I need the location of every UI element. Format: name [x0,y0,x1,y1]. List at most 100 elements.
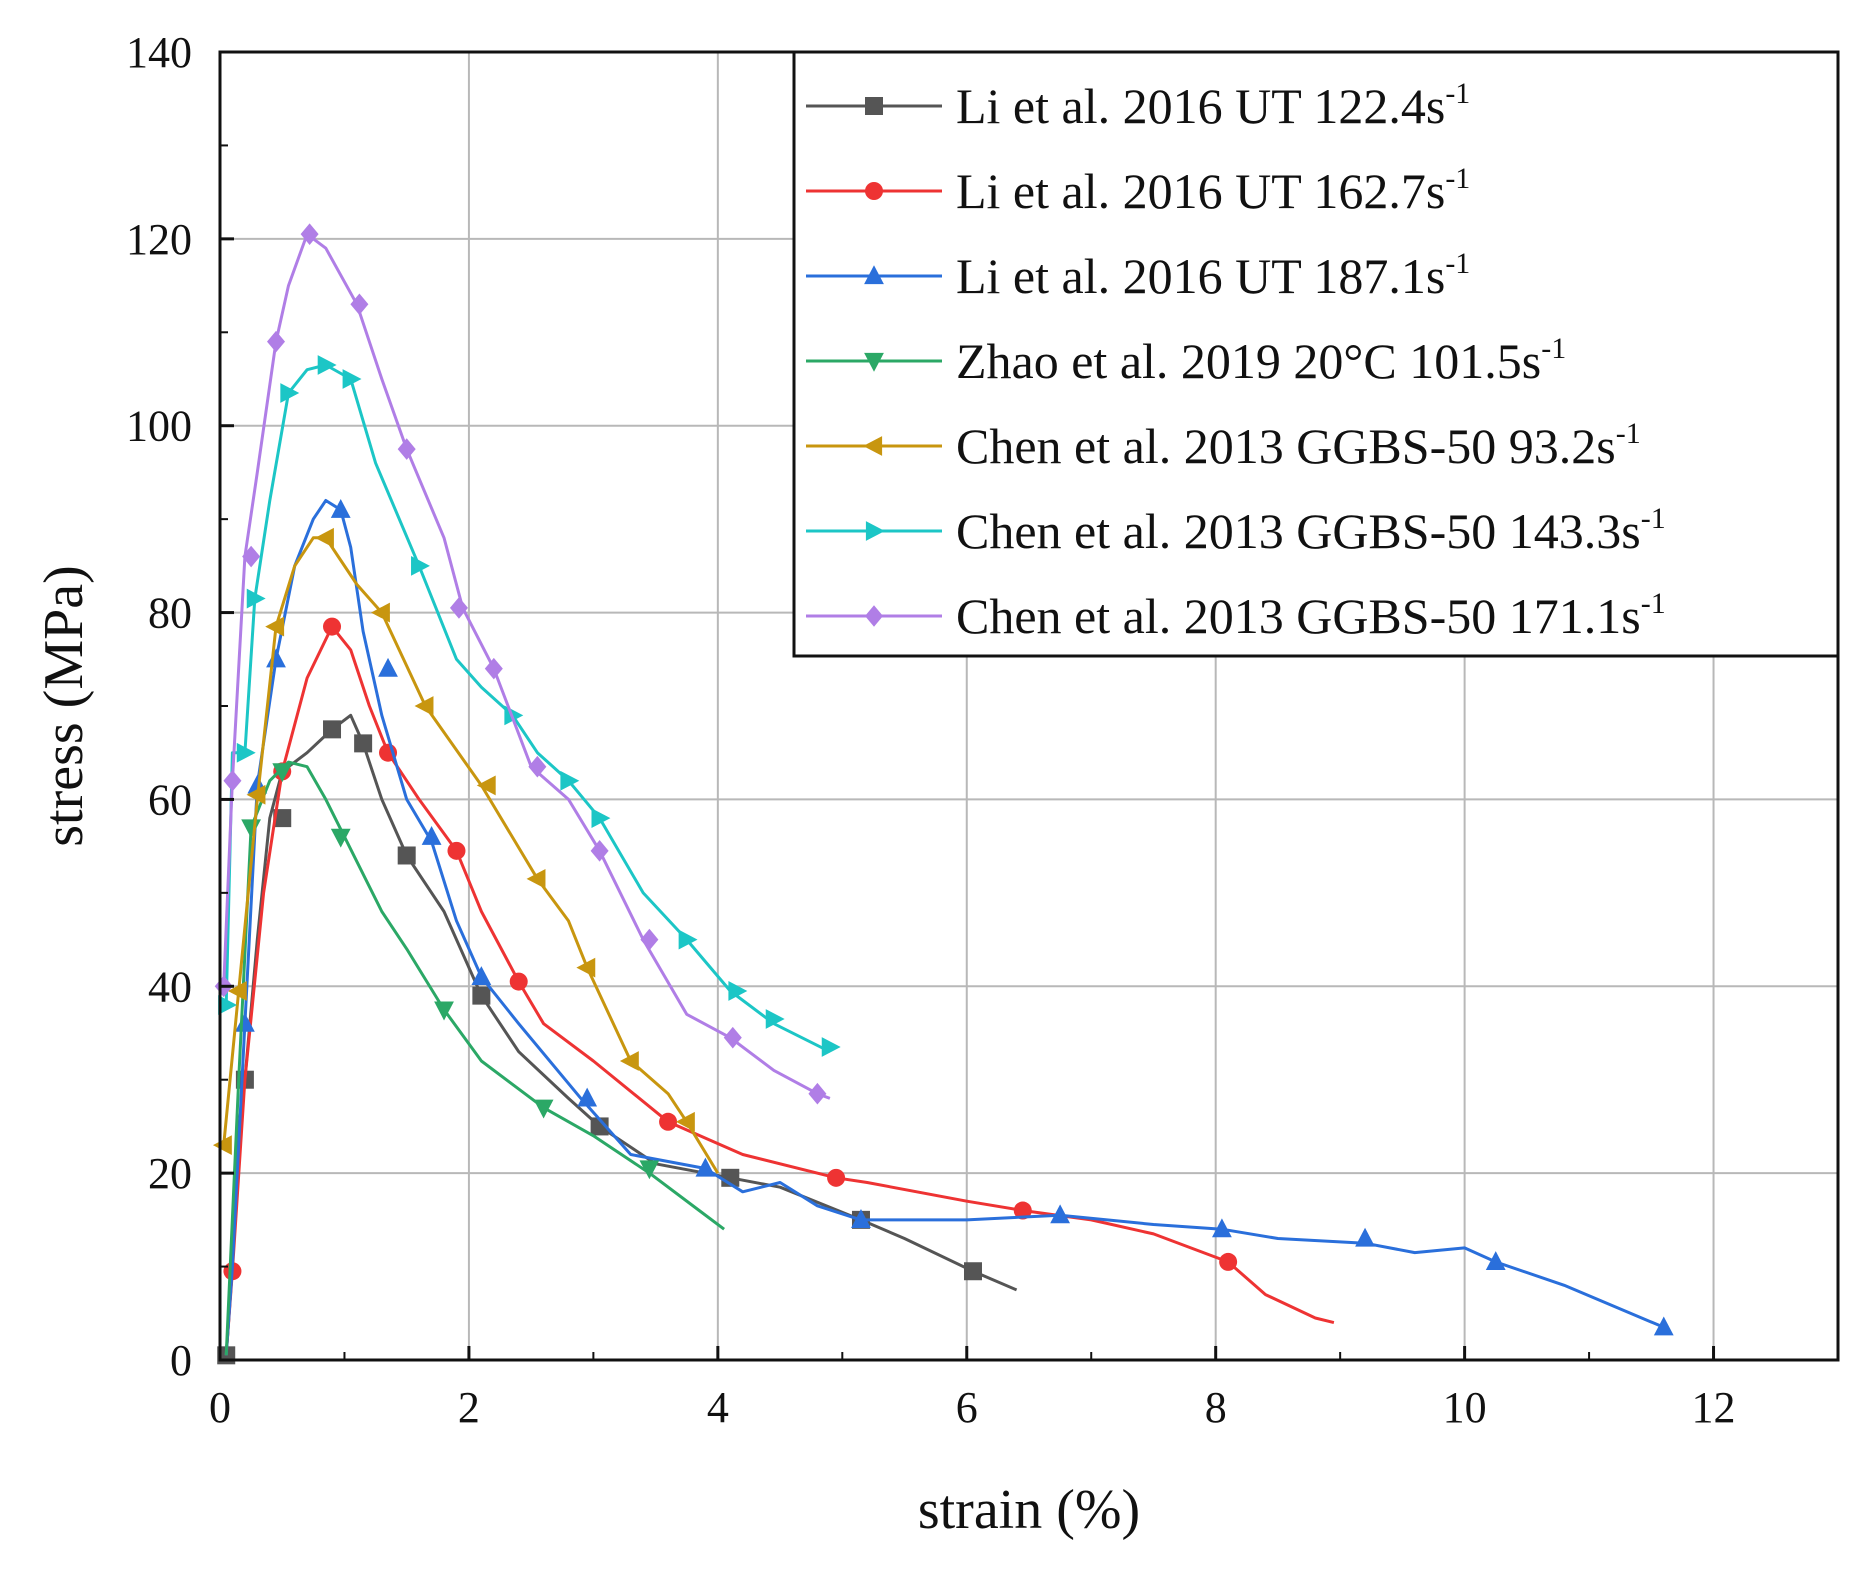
series-layer [212,223,1674,1365]
data-point-triangle-right [591,808,611,829]
x-axis-title: strain (%) [918,1479,1140,1541]
data-point-diamond [397,438,416,460]
legend-item: Chen et al. 2013 GGBS-50 93.2s-1 [806,417,1641,474]
data-point-circle [659,1112,678,1131]
data-point-square [472,986,491,1005]
data-point-triangle-up [378,657,398,677]
data-point-diamond [590,840,609,862]
data-point-diamond [723,1026,742,1049]
data-point-triangle-right [865,521,885,541]
legend-label-text: Chen et al. 2013 GGBS-50 171.1s [956,588,1641,644]
data-point-square [323,720,342,739]
data-point-diamond [242,545,261,568]
data-point-triangle-right [236,742,256,763]
data-point-triangle-up [1212,1218,1232,1238]
series-4 [224,760,726,1356]
legend-label-superscript: -1 [1445,162,1470,195]
data-point-diamond [528,755,547,778]
data-point-diamond [808,1082,827,1105]
legend-label-superscript: -1 [1445,247,1470,280]
data-point-square [273,809,292,828]
legend-label: Li et al. 2016 UT 122.4s-1 [956,77,1470,134]
legend-label-superscript: -1 [1641,587,1666,620]
data-point-triangle-right [411,555,430,576]
series-1 [217,713,1018,1365]
legend-label-superscript: -1 [1445,77,1470,110]
x-tick-label: 2 [458,1383,480,1432]
x-tick-label: 10 [1443,1383,1487,1432]
y-tick-label: 60 [148,775,192,824]
x-tick-label: 4 [707,1383,729,1432]
x-tick-label: 8 [1205,1383,1227,1432]
data-point-triangle-down [639,1160,660,1180]
y-tick-label: 0 [170,1336,192,1385]
data-point-diamond [484,657,503,680]
series-6 [218,355,841,1057]
legend-item: Li et al. 2016 UT 122.4s-1 [806,77,1470,134]
y-tick-label: 120 [126,215,192,264]
data-point-circle [323,617,342,636]
y-tick-label: 100 [126,402,192,451]
legend-label: Zhao et al. 2019 20°C 101.5s-1 [956,332,1566,389]
data-point-triangle-up [577,1087,598,1107]
data-point-triangle-up [1653,1316,1674,1336]
data-point-triangle-right [246,588,266,609]
legend-label: Li et al. 2016 UT 187.1s-1 [956,247,1470,304]
data-point-diamond [640,928,659,951]
data-point-square [354,734,373,753]
y-tick-label: 80 [148,589,192,638]
data-point-triangle-left [476,775,496,796]
legend-label: Chen et al. 2013 GGBS-50 171.1s-1 [956,587,1666,644]
x-tick-label: 12 [1692,1383,1736,1432]
legend-label-superscript: -1 [1541,332,1566,365]
y-tick-label: 40 [148,962,192,1011]
legend-label-text: Li et al. 2016 UT 187.1s [956,248,1445,304]
data-point-diamond [223,769,242,792]
data-point-square [963,1262,982,1281]
data-point-triangle-right [678,929,698,950]
data-point-triangle-down [272,763,293,783]
data-point-triangle-left [314,527,334,548]
data-point-triangle-left [619,1051,639,1071]
data-point-triangle-down [533,1099,554,1119]
legend-item: Chen et al. 2013 GGBS-50 171.1s-1 [806,587,1666,644]
legend-label: Chen et al. 2013 GGBS-50 143.3s-1 [956,502,1666,559]
data-point-triangle-right [821,1037,841,1057]
data-point-triangle-left [246,784,266,805]
series-2 [223,617,1335,1356]
legend-item: Chen et al. 2013 GGBS-50 143.3s-1 [806,502,1666,559]
legend-box [792,50,1840,658]
legend-item: Li et al. 2016 UT 162.7s-1 [806,162,1470,219]
data-point-triangle-right [728,981,748,1001]
data-point-triangle-left [863,436,883,456]
data-point-diamond [267,330,286,353]
data-point-circle [509,972,528,991]
y-tick-label: 140 [126,28,192,77]
legend-label-superscript: -1 [1641,502,1666,535]
data-point-triangle-up [1355,1227,1375,1247]
legend: Li et al. 2016 UT 122.4s-1 Li et al. 2016… [792,50,1840,658]
legend-label-text: Chen et al. 2013 GGBS-50 143.3s [956,503,1641,559]
data-point-triangle-right [218,995,238,1015]
data-point-diamond [865,605,883,627]
data-point-triangle-up [266,648,286,668]
data-point-triangle-down [330,828,351,848]
data-point-triangle-left [212,1135,232,1156]
data-point-triangle-up [1485,1251,1506,1270]
y-axis-title: stress (MPa) [33,565,95,847]
data-point-triangle-right [317,355,337,375]
legend-label-text: Li et al. 2016 UT 162.7s [956,163,1445,219]
x-tick-label: 0 [209,1383,231,1432]
series-line [224,499,1665,1356]
series-line [224,625,1335,1356]
data-point-square [397,846,416,865]
series-7 [214,223,831,1105]
data-point-triangle-down [241,819,262,839]
data-point-diamond [350,293,369,316]
data-point-triangle-up [851,1209,871,1228]
legend-label-text: Zhao et al. 2019 20°C 101.5s [956,333,1541,389]
x-tick-label: 6 [956,1383,978,1432]
data-point-square [865,97,883,115]
data-point-circle [1013,1201,1032,1220]
